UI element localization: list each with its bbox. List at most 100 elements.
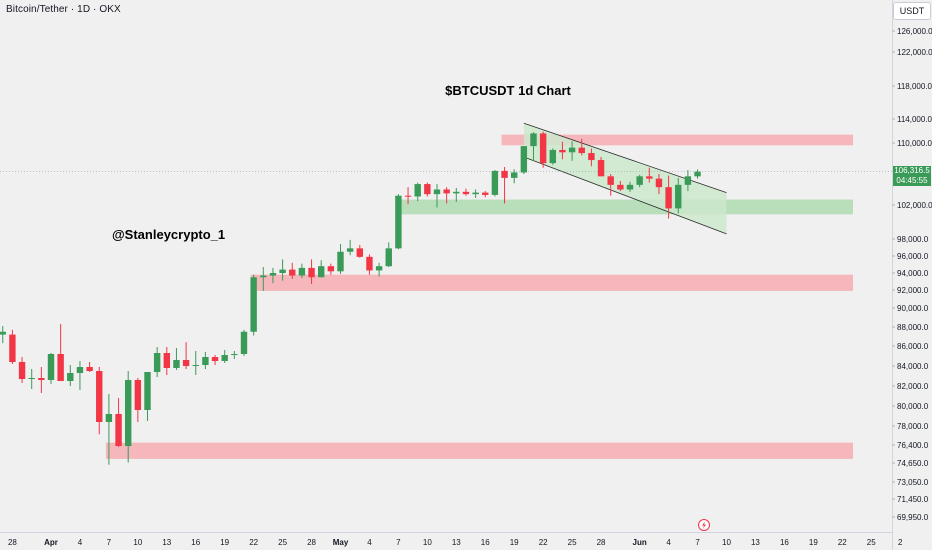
candle — [482, 191, 489, 198]
candle-body — [433, 189, 441, 195]
candle — [269, 267, 277, 284]
x-tick-label: 22 — [838, 538, 847, 547]
candle-body — [530, 133, 537, 147]
y-tick-label: 73,050.0 — [897, 478, 929, 487]
candle — [96, 367, 103, 435]
candle-body — [665, 187, 672, 209]
candle — [308, 259, 315, 285]
x-tick-label: 16 — [780, 538, 789, 547]
candle-body — [356, 248, 363, 257]
candle — [289, 262, 296, 279]
candle-body — [173, 360, 180, 368]
y-tick-label: 96,000.0 — [897, 252, 929, 261]
candle — [279, 259, 286, 281]
candle-body — [549, 149, 556, 164]
x-tick-label: 25 — [568, 538, 577, 547]
x-tick-label: 19 — [809, 538, 818, 547]
candle-body — [511, 172, 518, 178]
x-tick-label: 25 — [867, 538, 876, 547]
candle-body — [269, 273, 277, 276]
candle-body — [636, 176, 643, 185]
x-tick-label: 13 — [162, 538, 171, 547]
currency-selector[interactable]: USDT — [893, 2, 931, 20]
x-tick-label: 16 — [481, 538, 490, 547]
candle-body — [375, 266, 383, 271]
candle-body — [260, 275, 267, 278]
candle — [57, 324, 64, 381]
candle-body — [491, 170, 499, 195]
zones-layer — [105, 134, 853, 459]
y-tick-label: 114,000.0 — [897, 115, 932, 124]
candle-body — [115, 414, 122, 447]
x-tick-label: 28 — [307, 538, 316, 547]
candle — [337, 244, 344, 274]
x-tick-label: 13 — [452, 538, 461, 547]
candle-body — [626, 184, 634, 190]
y-tick-label: 126,000.0 — [897, 27, 932, 36]
candle — [318, 260, 325, 278]
candle — [38, 367, 45, 393]
x-tick-label: 4 — [78, 538, 83, 547]
candle-body — [231, 354, 238, 355]
candle — [346, 239, 354, 256]
support-zone-4 — [105, 442, 853, 459]
candle — [501, 167, 508, 204]
candle — [105, 394, 113, 465]
candle-body — [318, 266, 325, 278]
candle-body — [346, 248, 354, 252]
candle — [192, 351, 199, 375]
candle — [327, 263, 335, 275]
candle-body — [163, 353, 170, 368]
candles-layer — [0, 131, 701, 465]
y-tick-label: 82,000.0 — [897, 382, 929, 391]
lightning-icon[interactable] — [698, 519, 710, 531]
y-tick-label: 78,000.0 — [897, 422, 929, 431]
x-tick-label: 10 — [133, 538, 142, 547]
x-tick-label: 4 — [367, 538, 372, 547]
y-tick-label: 110,000.0 — [897, 139, 932, 148]
candle-body — [125, 380, 132, 447]
candle — [28, 369, 35, 389]
candle-body — [279, 269, 286, 273]
x-tick-label: 19 — [510, 538, 519, 547]
x-tick-label: 13 — [751, 538, 760, 547]
candle — [202, 352, 209, 369]
y-tick-label: 80,000.0 — [897, 402, 929, 411]
candle-body — [192, 365, 199, 366]
candle — [549, 148, 556, 165]
x-tick-label: Apr — [44, 538, 58, 547]
candle — [9, 329, 16, 364]
candle — [76, 361, 84, 390]
candle — [617, 180, 624, 192]
candle-body — [289, 269, 296, 276]
candle-body — [684, 176, 692, 185]
channel-upper-line — [523, 122, 727, 193]
candle — [47, 353, 55, 384]
candle-body — [57, 354, 64, 381]
candle — [395, 194, 402, 250]
candle — [607, 174, 614, 196]
candle-body — [67, 373, 74, 381]
candle — [626, 181, 634, 192]
candle — [453, 187, 460, 202]
candle-body — [520, 146, 528, 173]
candle-body — [327, 266, 335, 272]
candle — [568, 141, 576, 161]
candle — [298, 263, 306, 279]
candle-body — [424, 184, 431, 195]
candle-body — [539, 133, 547, 164]
bar-countdown: 04:45:55 — [896, 176, 928, 185]
candle-body — [617, 184, 624, 190]
candle-body — [559, 149, 566, 153]
candle — [144, 372, 151, 421]
candle-body — [482, 192, 489, 195]
misc-layer — [698, 519, 710, 531]
candle — [559, 141, 566, 160]
candle-body — [588, 153, 595, 161]
candle — [530, 132, 537, 161]
candle-body — [443, 189, 450, 194]
candle — [462, 188, 470, 196]
y-tick-label: 86,000.0 — [897, 342, 929, 351]
candle — [433, 184, 441, 208]
